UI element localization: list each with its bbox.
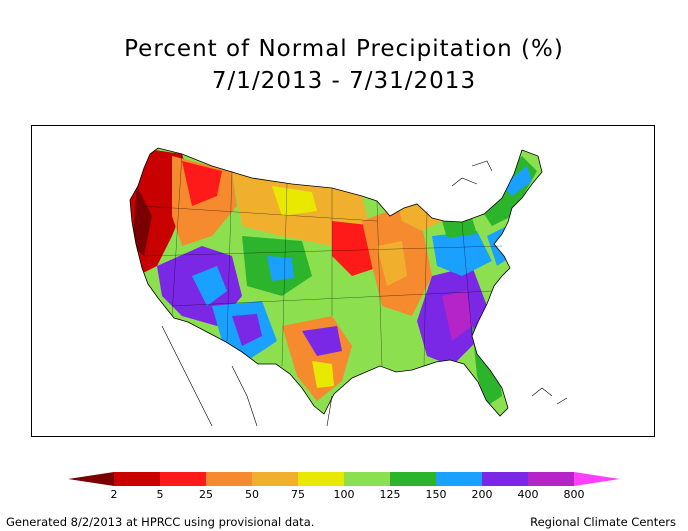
legend-tick-label: 50 (245, 488, 259, 501)
legend-tick-label: 100 (333, 488, 355, 501)
legend-tick-label: 2 (110, 488, 118, 501)
legend-tick-label: 25 (199, 488, 213, 501)
legend-tick-label: 800 (563, 488, 585, 501)
generated-note: Generated 8/2/2013 at HPRCC using provis… (6, 515, 315, 529)
date-range: 7/1/2013 - 7/31/2013 (211, 68, 477, 94)
legend-swatch-400-800 (528, 472, 574, 486)
legend-tick-label: 75 (291, 488, 305, 501)
map-title: Percent of Normal Precipitation (%) (124, 36, 564, 62)
legend-tick-label: 5 (156, 488, 164, 501)
precipitation-map (31, 125, 655, 437)
legend-swatch-125-150 (390, 472, 436, 486)
legend-swatch-50-75 (252, 472, 298, 486)
legend-swatch-2-5 (114, 472, 160, 486)
us-map-svg (129, 147, 568, 427)
color-scale-legend (68, 472, 620, 486)
legend-swatch-100-125 (344, 472, 390, 486)
legend-swatch-200-400 (482, 472, 528, 486)
legend-swatch-5-25 (160, 472, 206, 486)
legend-swatch-75-100 (298, 472, 344, 486)
legend-tick-label: 200 (471, 488, 493, 501)
legend-tick-label: 400 (517, 488, 539, 501)
legend-swatch-25-50 (206, 472, 252, 486)
legend-tick-label: 150 (425, 488, 447, 501)
legend-tick-label: 125 (379, 488, 401, 501)
legend-swatch-gt800 (574, 472, 620, 486)
legend-swatch-lt2 (68, 472, 114, 486)
source-credit: Regional Climate Centers (530, 515, 676, 529)
legend-swatch-150-200 (436, 472, 482, 486)
